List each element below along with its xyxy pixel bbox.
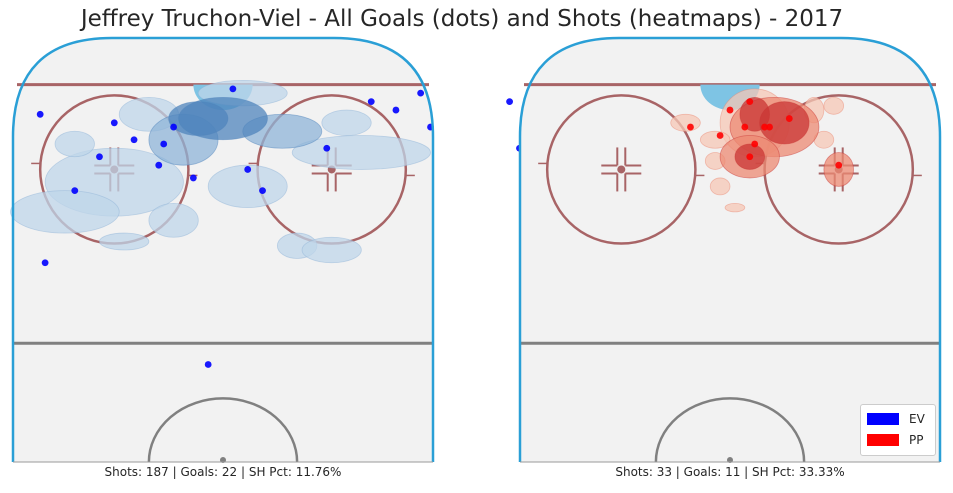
shot-heat-8 (301, 236, 362, 264)
goal-dot-8 (259, 187, 266, 195)
shot-heat-2 (291, 135, 431, 170)
legend-label-pp: PP (909, 433, 924, 447)
goal-dot-18 (130, 136, 138, 144)
goal-dot-19 (170, 123, 177, 131)
goal-dot-6 (367, 98, 375, 105)
shot-heat-10 (207, 164, 288, 208)
legend-label-ev: EV (909, 412, 925, 426)
goal-dot-1 (417, 89, 425, 97)
goal-dot-13 (160, 140, 168, 148)
goal-dot-16 (36, 110, 44, 118)
center-circle (147, 397, 299, 463)
goal-dot-5 (716, 132, 724, 139)
shot-heat-15 (168, 101, 229, 136)
goal-dot-3 (751, 140, 759, 148)
goal-dot-8 (761, 123, 768, 131)
goal-dot-7 (746, 153, 754, 161)
ice-surface (520, 38, 940, 462)
shot-heat-4 (709, 177, 731, 196)
goal-dot-5 (323, 144, 331, 152)
faceoff-circle-left (545, 94, 697, 245)
shot-heat-6 (823, 96, 845, 115)
legend-entry-pp: PP (867, 433, 923, 447)
shot-heat-2 (670, 113, 701, 132)
goal-dot-20 (41, 259, 49, 267)
goal-dot-17 (110, 119, 118, 127)
shot-heat-9 (99, 232, 150, 251)
goal-dot-6 (687, 123, 694, 131)
shot-heat-11 (823, 152, 854, 187)
goal-dot-7 (506, 98, 513, 105)
goal-dot-2 (785, 115, 793, 122)
goal-dot-9 (835, 161, 843, 169)
faceoff-dot-left (617, 165, 626, 174)
pp-stats-caption: Shots: 33 | Goals: 11 | SH Pct: 33.33% (615, 465, 845, 479)
legend-swatch-ev (867, 413, 899, 425)
goal-dot-0 (746, 98, 754, 105)
legend: EV PP (860, 404, 936, 456)
shot-heat-6 (148, 202, 199, 238)
boards (11, 36, 435, 462)
goal-dot-21 (204, 361, 212, 368)
shot-heat-8 (724, 202, 746, 213)
goal-dot-4 (726, 106, 734, 114)
goal-dot-9 (244, 166, 252, 173)
legend-swatch-pp (867, 434, 899, 446)
goal-dot-12 (96, 153, 103, 161)
shot-heat-13 (739, 96, 770, 132)
shot-heat-11 (54, 130, 95, 158)
goal-dot-0 (392, 106, 400, 114)
shot-heat-3 (321, 109, 372, 136)
goal-dot-11 (71, 187, 79, 195)
goal-dot-10 (741, 123, 749, 131)
goal-dot-10 (229, 85, 237, 93)
shot-heat-5 (10, 190, 120, 234)
goal-dot-1 (766, 123, 773, 131)
chart-title: Jeffrey Truchon-Viel - All Goals (dots) … (80, 6, 844, 32)
center-circle (654, 397, 806, 463)
legend-entry-ev: EV (867, 412, 925, 426)
goal-dot-15 (189, 174, 197, 182)
rink-left-ev (10, 36, 548, 463)
ev-stats-caption: Shots: 187 | Goals: 22 | SH Pct: 11.76% (104, 465, 342, 479)
goal-dot-14 (155, 161, 163, 169)
boards (518, 36, 942, 462)
rink-right-pp (518, 36, 942, 463)
